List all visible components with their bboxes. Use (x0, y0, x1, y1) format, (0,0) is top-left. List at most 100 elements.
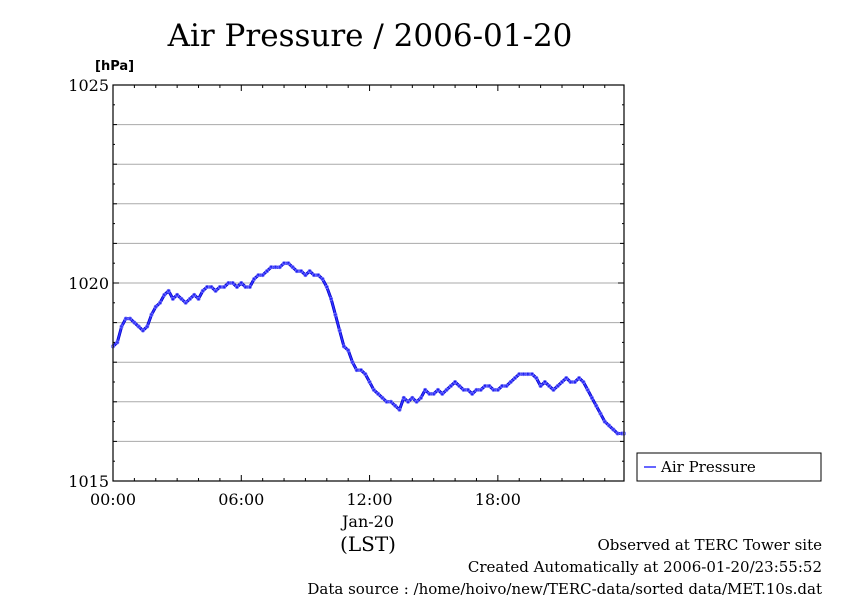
data-point (598, 411, 603, 416)
data-point (260, 273, 265, 278)
y-axis-ticks: 1015 1020 1025 (68, 76, 624, 491)
data-point (252, 277, 257, 282)
data-point (277, 265, 282, 270)
series-line-dark (111, 261, 624, 435)
data-point (359, 368, 364, 373)
data-point (273, 265, 278, 270)
data-point (559, 379, 564, 384)
data-point (491, 387, 496, 392)
legend: Air Pressure (636, 452, 822, 482)
data-point (115, 340, 120, 345)
data-point (589, 395, 594, 400)
data-point (525, 372, 530, 377)
data-point (568, 379, 573, 384)
series-layer (111, 261, 627, 436)
data-point (512, 376, 517, 381)
data-point (299, 269, 304, 274)
data-point (423, 387, 428, 392)
data-point (611, 427, 616, 432)
data-point (222, 284, 227, 289)
x-axis-title: (LST) (340, 532, 396, 556)
data-point (239, 280, 244, 285)
data-point (217, 284, 222, 289)
data-point (538, 383, 543, 388)
data-point (337, 328, 342, 333)
data-point (607, 423, 612, 428)
data-point (341, 344, 346, 349)
data-point (264, 269, 269, 274)
data-point (534, 376, 539, 381)
data-point (149, 312, 154, 317)
data-point (213, 288, 218, 293)
data-point (187, 296, 192, 301)
data-point (307, 269, 312, 274)
data-point (371, 387, 376, 392)
data-point (406, 399, 411, 404)
data-point (504, 383, 509, 388)
data-point (230, 280, 235, 285)
data-point (346, 348, 351, 353)
data-point (200, 288, 205, 293)
data-point (384, 399, 389, 404)
data-point (205, 284, 210, 289)
data-point (320, 277, 325, 282)
footer-data-source: Data source : /home/hoivo/new/TERC-data/… (307, 580, 822, 595)
data-point (602, 419, 607, 424)
data-point (410, 395, 415, 400)
data-point (397, 407, 402, 412)
y-tick-label: 1020 (68, 274, 109, 293)
legend-label: Air Pressure (660, 458, 756, 476)
data-point (594, 403, 599, 408)
data-point (435, 387, 440, 392)
data-point (311, 273, 316, 278)
data-point (448, 383, 453, 388)
data-point (294, 269, 299, 274)
data-point (474, 387, 479, 392)
data-point (461, 387, 466, 392)
x-axis-date-label: Jan-20 (340, 512, 394, 531)
data-point (500, 383, 505, 388)
data-point (380, 395, 385, 400)
data-point (333, 312, 338, 317)
x-tick-label: 18:00 (475, 490, 521, 509)
data-point (440, 391, 445, 396)
data-point (166, 288, 171, 293)
data-point (175, 292, 180, 297)
data-point (243, 284, 248, 289)
data-point (457, 383, 462, 388)
data-point (128, 316, 133, 321)
data-point (551, 387, 556, 392)
series-line (112, 262, 624, 435)
data-point (158, 300, 163, 305)
data-point (153, 304, 158, 309)
y-axis-unit-label: [hPa] (95, 59, 134, 74)
x-axis-ticks: 00:00 06:00 12:00 18:00 (90, 85, 606, 509)
data-point (564, 376, 569, 381)
x-tick-label: 00:00 (90, 490, 136, 509)
data-point (470, 391, 475, 396)
data-point (132, 320, 137, 325)
data-point (495, 387, 500, 392)
data-point (478, 387, 483, 392)
data-point (282, 261, 287, 266)
data-point (316, 273, 321, 278)
data-point (517, 372, 522, 377)
data-point (388, 399, 393, 404)
data-point (465, 387, 470, 392)
data-point (585, 387, 590, 392)
data-point (136, 324, 141, 329)
data-point (367, 379, 372, 384)
data-point (145, 324, 150, 329)
footer-created-time: Created Automatically at 2006-01-20/23:5… (468, 558, 822, 576)
data-point (354, 368, 359, 373)
legend-box (636, 452, 822, 482)
data-point (453, 379, 458, 384)
data-point (615, 431, 620, 436)
data-point (303, 273, 308, 278)
data-point (324, 284, 329, 289)
data-point (401, 395, 406, 400)
data-point (179, 296, 184, 301)
data-point (269, 265, 274, 270)
data-point (431, 391, 436, 396)
